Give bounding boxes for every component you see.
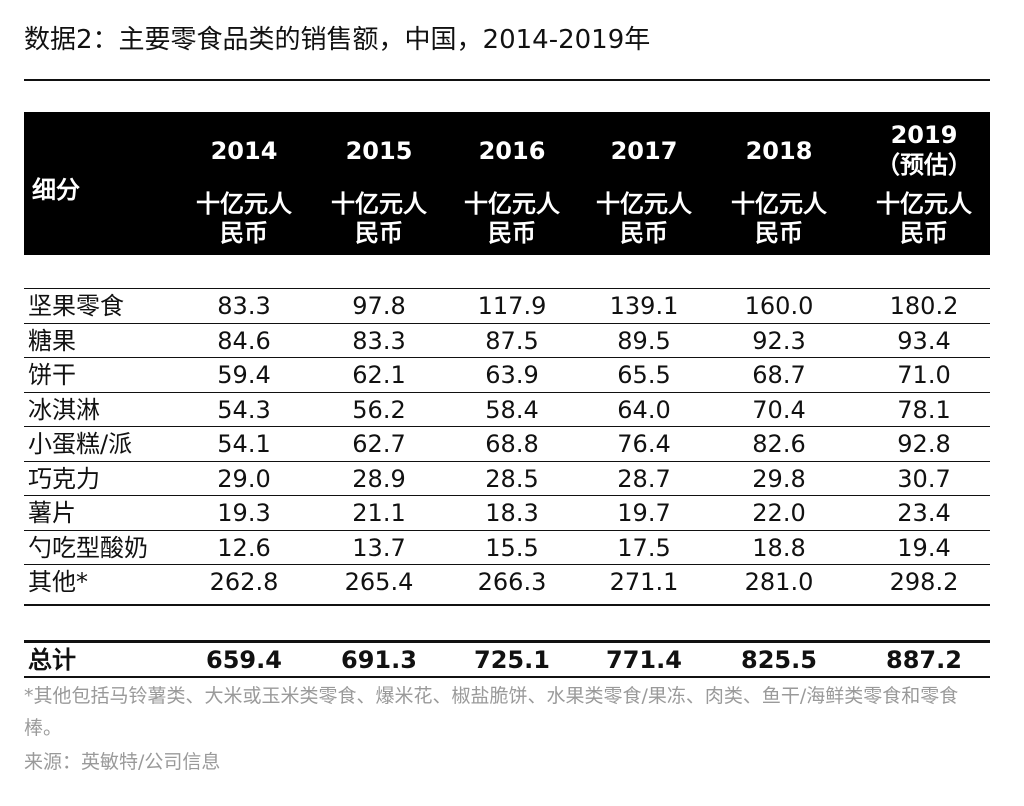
cell-value: 139.1 (609, 292, 679, 320)
row-label: 勺吃型酸奶 (28, 533, 148, 562)
cell-value: 19.3 (217, 499, 271, 527)
row-label: 其他* (28, 568, 88, 596)
header-col-2018: 2018 十亿元人民币 (731, 137, 827, 247)
document-title: 数据2：主要零食品类的销售额，中国，2014-2019年 (24, 25, 651, 55)
cell-value: 21.1 (352, 499, 406, 527)
cell-value: 28.7 (617, 464, 671, 493)
row-label: 薯片 (28, 499, 76, 527)
cell-value: 93.4 (897, 326, 951, 355)
cell-value: 18.3 (485, 499, 539, 527)
cell-value: 78.1 (897, 395, 951, 424)
table-row: 糖果 84.6 83.3 87.5 89.5 92.3 93.4 (24, 322, 990, 358)
cell-value: 58.4 (485, 395, 539, 424)
header-col-2014: 2014 十亿元人民币 (196, 137, 292, 247)
total-row: 总计 659.4 691.3 725.1 771.4 825.5 887.2 (24, 640, 990, 678)
cell-value: 28.5 (485, 464, 539, 493)
cell-value: 68.8 (485, 430, 539, 458)
header-col-2016: 2016 十亿元人民币 (464, 137, 560, 247)
table-row: 小蛋糕/派 54.1 62.7 68.8 76.4 82.6 92.8 (24, 426, 990, 461)
table-row: 其他* 262.8 265.4 266.3 271.1 281.0 298.2 (24, 564, 990, 599)
row-label: 小蛋糕/派 (28, 430, 133, 458)
cell-value: 28.9 (352, 464, 406, 493)
header-col-2019: 2019（预估） 十亿元人民币 (876, 121, 972, 247)
total-value: 825.5 (741, 646, 817, 674)
cell-value: 262.8 (209, 568, 279, 596)
total-label: 总计 (28, 646, 76, 674)
header-col-2015: 2015 十亿元人民币 (331, 137, 427, 247)
cell-value: 19.7 (617, 499, 671, 527)
cell-value: 71.0 (897, 361, 951, 389)
header-col-2017: 2017 十亿元人民币 (596, 137, 692, 247)
table-row: 冰淇淋 54.3 56.2 58.4 64.0 70.4 78.1 (24, 391, 990, 427)
cell-value: 62.7 (352, 430, 406, 458)
cell-value: 30.7 (897, 464, 951, 493)
cell-value: 22.0 (752, 499, 806, 527)
row-label: 巧克力 (28, 464, 100, 493)
segment-header: 细分 (32, 176, 80, 204)
cell-value: 265.4 (344, 568, 414, 596)
row-label: 坚果零食 (28, 292, 124, 320)
cell-value: 65.5 (617, 361, 671, 389)
table-row: 薯片 19.3 21.1 18.3 19.7 22.0 23.4 (24, 495, 990, 530)
cell-value: 59.4 (217, 361, 271, 389)
total-value: 725.1 (474, 646, 550, 674)
cell-value: 62.1 (352, 361, 406, 389)
cell-value: 89.5 (617, 326, 671, 355)
row-label: 糖果 (28, 326, 76, 355)
cell-value: 70.4 (752, 395, 806, 424)
cell-value: 12.6 (217, 533, 271, 562)
cell-value: 63.9 (485, 361, 539, 389)
footnote: *其他包括马铃薯类、大米或玉米类零食、爆米花、椒盐脆饼、水果类零食/果冻、肉类、… (24, 685, 959, 739)
cell-value: 83.3 (352, 326, 406, 355)
cell-value: 160.0 (744, 292, 814, 320)
cell-value: 18.8 (752, 533, 806, 562)
cell-value: 281.0 (744, 568, 814, 596)
cell-value: 271.1 (609, 568, 679, 596)
cell-value: 117.9 (477, 292, 547, 320)
cell-value: 97.8 (352, 292, 406, 320)
cell-value: 68.7 (752, 361, 806, 389)
cell-value: 83.3 (217, 292, 271, 320)
cell-value: 54.3 (217, 395, 271, 424)
cell-value: 92.3 (752, 326, 806, 355)
cell-value: 84.6 (217, 326, 271, 355)
cell-value: 29.0 (217, 464, 271, 493)
table-header: 细分 2014 十亿元人民币 2015 十亿元人民币 2016 十亿元人民币 2… (24, 112, 990, 255)
row-label: 饼干 (28, 361, 76, 389)
cell-value: 298.2 (889, 568, 959, 596)
cell-value: 54.1 (217, 430, 271, 458)
title-divider (24, 79, 990, 81)
cell-value: 29.8 (752, 464, 806, 493)
table-row: 勺吃型酸奶 12.6 13.7 15.5 17.5 18.8 19.4 (24, 529, 990, 565)
cell-value: 56.2 (352, 395, 406, 424)
cell-value: 180.2 (889, 292, 959, 320)
cell-value: 64.0 (617, 395, 671, 424)
table-row: 饼干 59.4 62.1 63.9 65.5 68.7 71.0 (24, 357, 990, 392)
cell-value: 87.5 (485, 326, 539, 355)
row-label: 冰淇淋 (28, 395, 100, 424)
table-row: 巧克力 29.0 28.9 28.5 28.7 29.8 30.7 (24, 460, 990, 496)
cell-value: 82.6 (752, 430, 806, 458)
cell-value: 23.4 (897, 499, 951, 527)
source-line: 来源：英敏特/公司信息 (24, 751, 221, 773)
total-value: 691.3 (341, 646, 417, 674)
cell-value: 92.8 (897, 430, 951, 458)
cell-value: 76.4 (617, 430, 671, 458)
table-body: 坚果零食 83.3 97.8 117.9 139.1 160.0 180.2 糖… (24, 288, 990, 599)
cell-value: 15.5 (485, 533, 539, 562)
table-body-divider (24, 604, 990, 606)
total-value: 771.4 (606, 646, 682, 674)
total-value: 659.4 (206, 646, 282, 674)
total-value: 887.2 (886, 646, 962, 674)
cell-value: 19.4 (897, 533, 951, 562)
cell-value: 17.5 (617, 533, 671, 562)
table-row: 坚果零食 83.3 97.8 117.9 139.1 160.0 180.2 (24, 288, 990, 323)
cell-value: 13.7 (352, 533, 406, 562)
cell-value: 266.3 (477, 568, 547, 596)
